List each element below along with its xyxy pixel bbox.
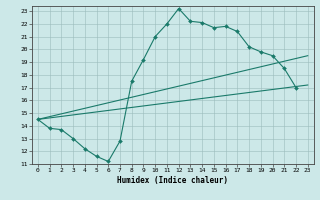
X-axis label: Humidex (Indice chaleur): Humidex (Indice chaleur) (117, 176, 228, 185)
